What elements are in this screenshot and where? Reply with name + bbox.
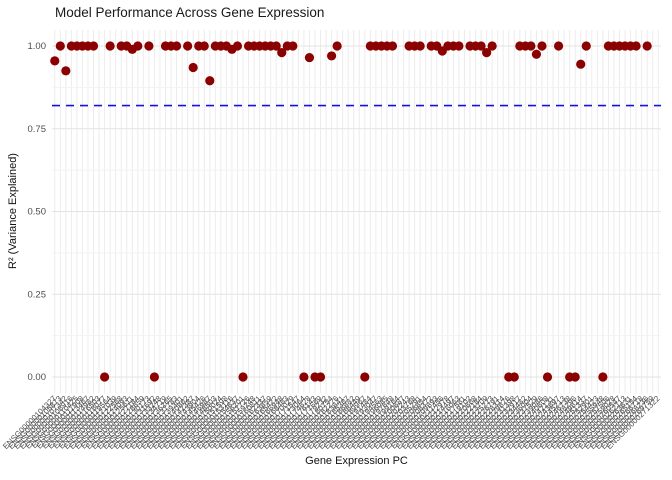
data-point [105,41,115,51]
data-point [387,41,398,51]
data-point [232,41,243,51]
data-point [642,41,652,51]
data-point [133,41,143,51]
data-point [360,372,370,382]
data-point [88,41,99,51]
data-point [576,59,586,69]
x-axis-title: Gene Expression PC [305,455,408,467]
data-point [238,372,248,382]
data-point [570,372,580,382]
data-point [509,372,519,382]
data-point [188,62,198,73]
data-point [537,41,547,51]
data-point [288,41,298,51]
y-axis-title: R² (Variance Explained) [7,153,19,269]
data-point [149,372,160,382]
data-point [99,372,110,382]
data-point [205,76,215,86]
data-point [55,41,65,51]
y-tick-label: 0.50 [28,207,47,218]
data-point [171,41,182,51]
y-tick-label: 0.75 [28,124,47,135]
data-point [183,41,193,51]
data-point [50,56,60,66]
data-point [277,48,287,58]
data-point [326,51,337,61]
data-point [199,41,209,51]
data-point [304,52,315,63]
data-point [315,372,326,382]
data-point [598,372,608,382]
chart-title: Model Performance Across Gene Expression [55,5,325,20]
data-point [553,41,564,51]
data-point [61,66,71,76]
data-point [581,41,591,51]
data-point [332,41,342,51]
data-point [526,41,536,51]
data-point [454,41,464,51]
data-point [487,41,497,51]
data-point [299,372,309,382]
data-point [476,41,486,51]
y-tick-label: 1.00 [28,41,47,52]
data-point [631,41,641,51]
data-point [415,41,425,51]
data-point [542,372,553,382]
y-tick-label: 0.25 [28,289,47,300]
data-point [482,48,492,58]
data-point [531,49,542,59]
data-point [144,41,154,51]
data-point [271,41,281,51]
y-tick-label: 0.00 [28,372,47,383]
